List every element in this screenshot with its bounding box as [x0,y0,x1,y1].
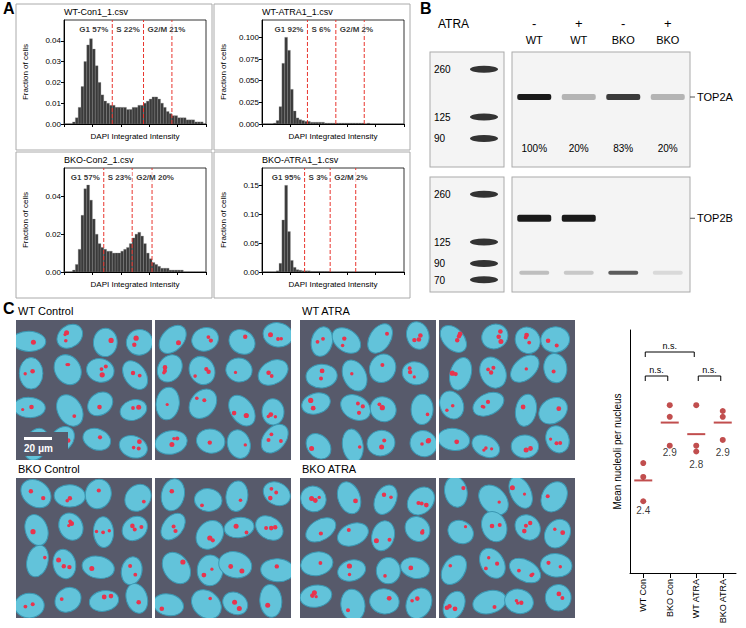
svg-text:83%: 83% [613,143,633,154]
svg-text:G2/M 20%: G2/M 20% [136,173,174,182]
svg-text:WT: WT [526,34,543,46]
svg-text:Fraction of cells: Fraction of cells [219,192,228,248]
svg-text:Mean nucleoli per nucleus: Mean nucleoli per nucleus [612,393,623,509]
svg-text:0.02: 0.02 [45,230,61,239]
svg-text:BKO-ATRA1_1.csv: BKO-ATRA1_1.csv [262,155,339,165]
svg-text:WT-Con1_1.csv: WT-Con1_1.csv [64,7,129,17]
svg-text:0.050: 0.050 [239,76,260,85]
svg-text:125: 125 [434,112,451,123]
svg-text:0.00: 0.00 [45,120,61,129]
svg-text:WT Con: WT Con [638,579,648,612]
svg-text:Fraction of cells: Fraction of cells [21,192,30,248]
svg-text:G1 57%: G1 57% [79,25,108,34]
svg-text:0.01: 0.01 [45,99,61,108]
svg-text:0.00: 0.00 [45,268,61,277]
svg-text:S 22%: S 22% [116,25,140,34]
svg-text:+: + [575,16,583,31]
svg-text:2.4: 2.4 [636,505,650,516]
svg-text:G1 92%: G1 92% [275,25,304,34]
svg-text:+: + [664,16,672,31]
svg-text:G2/M 21%: G2/M 21% [148,25,186,34]
svg-text:0.04: 0.04 [45,192,61,201]
svg-text:TOP2B: TOP2B [697,212,733,224]
svg-text:260: 260 [434,189,451,200]
svg-text:WT Control: WT Control [18,305,73,317]
svg-text:BKO ATRA: BKO ATRA [302,463,357,475]
svg-text:DAPI Integrated Intensity: DAPI Integrated Intensity [91,280,180,289]
svg-text:BKO: BKO [656,34,680,46]
svg-text:DAPI Integrated Intensity: DAPI Integrated Intensity [289,280,378,289]
svg-text:0.15: 0.15 [243,181,259,190]
svg-text:125: 125 [434,237,451,248]
svg-text:n.s.: n.s. [662,341,677,351]
svg-text:20 μm: 20 μm [24,443,53,454]
svg-text:BKO: BKO [612,34,636,46]
svg-text:260: 260 [434,64,451,75]
svg-text:0.00: 0.00 [243,268,259,277]
svg-text:0.000: 0.000 [239,120,260,129]
svg-text:-: - [532,16,536,31]
svg-text:2.8: 2.8 [689,459,703,470]
svg-text:0.075: 0.075 [239,55,260,64]
svg-text:G2/M 2%: G2/M 2% [340,25,373,34]
svg-text:-: - [621,16,625,31]
svg-text:G1 95%: G1 95% [272,173,301,182]
svg-text:G2/M 2%: G2/M 2% [334,173,367,182]
svg-text:S 6%: S 6% [311,25,330,34]
svg-text:BKO ATRA: BKO ATRA [718,579,728,623]
svg-text:DAPI Integrated Intensity: DAPI Integrated Intensity [289,132,378,141]
svg-text:BKO Control: BKO Control [18,463,80,475]
html-text:B: B [420,0,432,17]
svg-text:0.02: 0.02 [45,78,61,87]
svg-text:n.s.: n.s. [649,365,664,375]
svg-text:BKO-Con2_1.csv: BKO-Con2_1.csv [64,155,134,165]
html-text:C: C [3,300,15,317]
svg-text:WT: WT [570,34,587,46]
svg-text:S 3%: S 3% [309,173,328,182]
svg-text:0.04: 0.04 [45,36,61,45]
svg-text:WT ATRA: WT ATRA [302,305,351,317]
svg-text:0.10: 0.10 [243,210,259,219]
svg-text:20%: 20% [658,143,678,154]
svg-text:S 23%: S 23% [108,173,132,182]
svg-text:G1 57%: G1 57% [71,173,100,182]
svg-text:Fraction of cells: Fraction of cells [219,44,228,100]
svg-text:90: 90 [434,133,446,144]
svg-text:WT-ATRA1_1.csv: WT-ATRA1_1.csv [262,7,333,17]
svg-text:0.100: 0.100 [239,33,260,42]
svg-text:0.03: 0.03 [45,57,61,66]
svg-text:2.9: 2.9 [716,447,730,458]
svg-text:70: 70 [434,275,446,286]
svg-text:20%: 20% [569,143,589,154]
svg-text:Fraction of cells: Fraction of cells [21,44,30,100]
svg-text:WT ATRA: WT ATRA [691,579,701,618]
svg-text:2.9: 2.9 [663,447,677,458]
svg-text:DAPI Integrated Intensity: DAPI Integrated Intensity [91,132,180,141]
svg-text:0.05: 0.05 [243,239,259,248]
svg-text:n.s.: n.s. [702,365,717,375]
svg-text:90: 90 [434,258,446,269]
svg-text:TOP2A: TOP2A [697,91,734,103]
svg-text:ATRA: ATRA [438,17,469,31]
svg-text:BKO Con: BKO Con [665,579,675,617]
html-text:A: A [3,0,15,17]
svg-text:100%: 100% [521,143,547,154]
svg-text:0.025: 0.025 [239,98,260,107]
